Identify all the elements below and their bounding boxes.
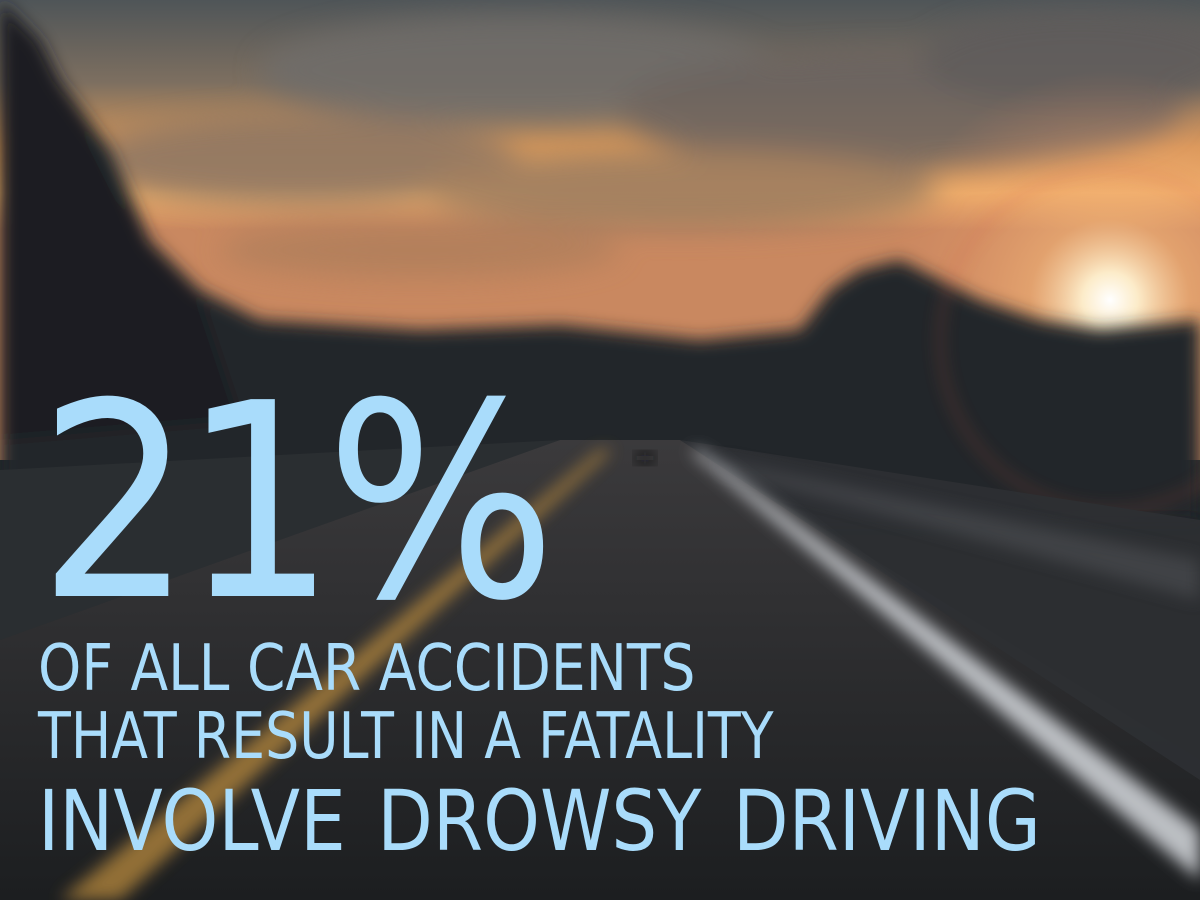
statistic-value: 21% bbox=[38, 345, 557, 660]
treeline bbox=[0, 0, 1200, 520]
caption-line-3: INVOLVE DROWSY DRIVING bbox=[38, 772, 1041, 870]
caption-line-2: THAT RESULT IN A FATALITY bbox=[38, 700, 774, 774]
road bbox=[0, 440, 1200, 900]
caption-line-1: OF ALL CAR ACCIDENTS bbox=[38, 632, 696, 706]
distant-car bbox=[636, 452, 654, 464]
